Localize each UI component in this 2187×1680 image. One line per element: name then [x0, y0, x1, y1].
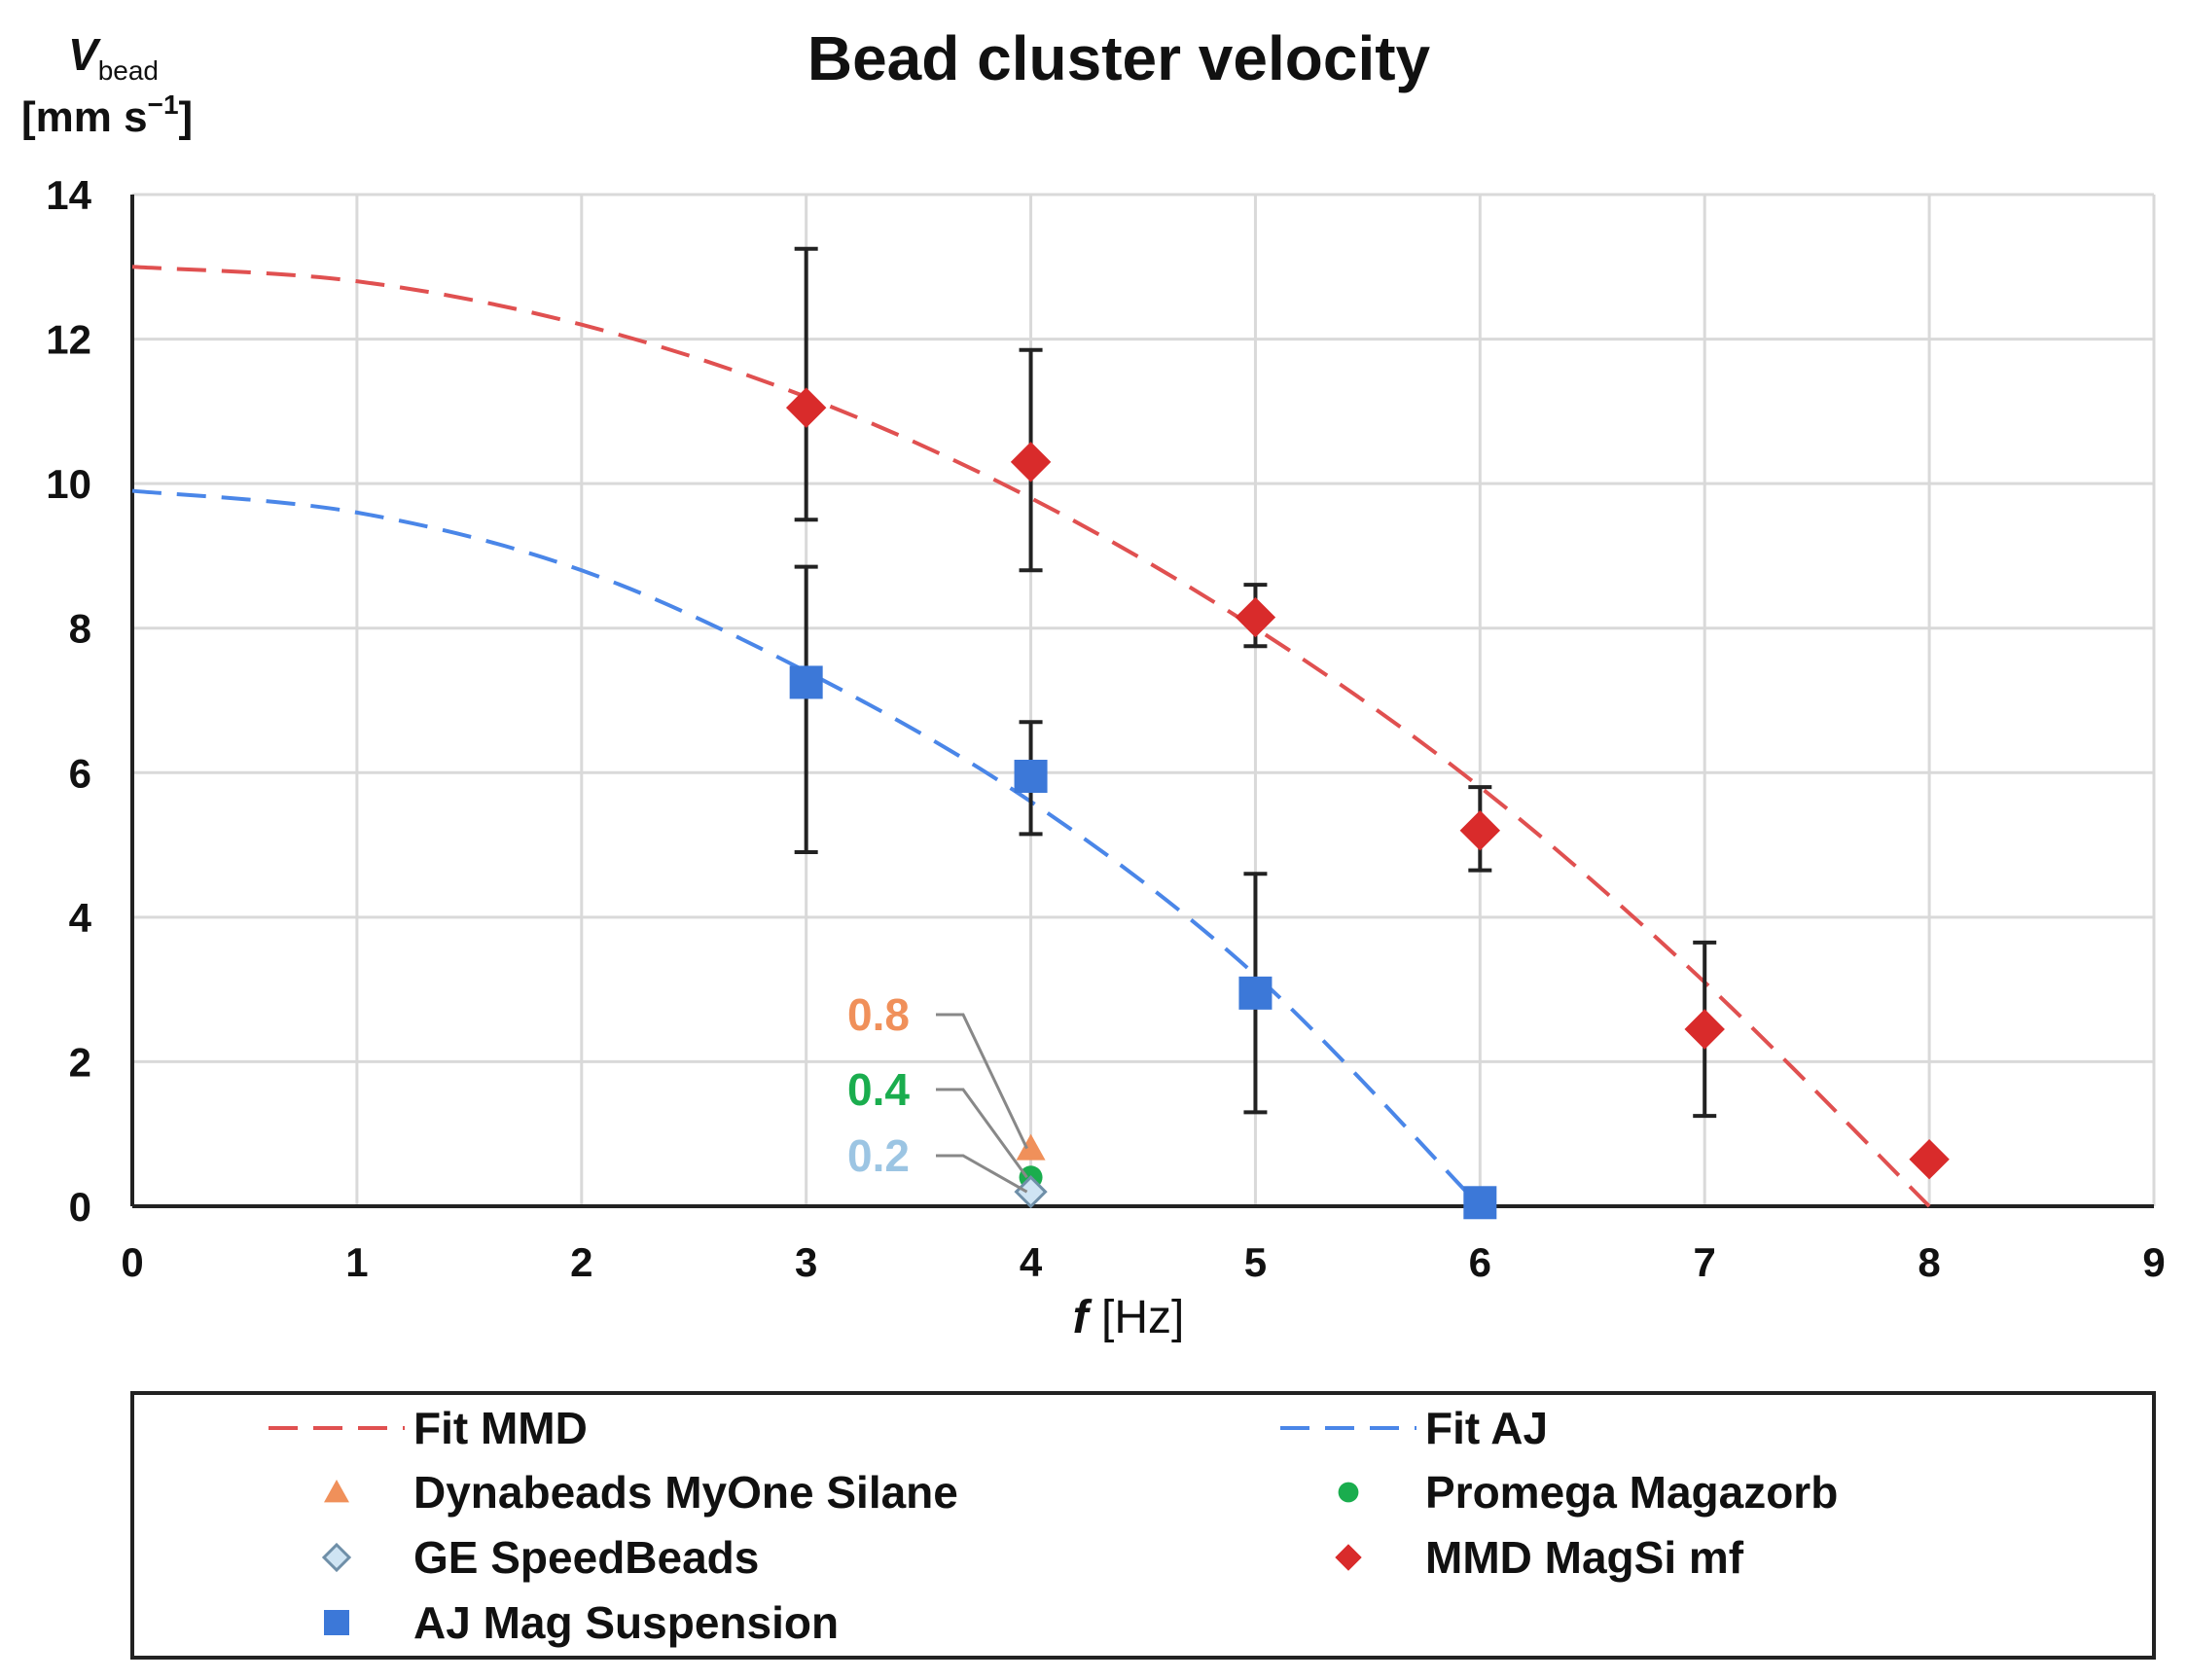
y-axis-subscript: bead [98, 55, 159, 86]
point-aj-mag-suspension [789, 665, 823, 699]
y-tick-labels: 0 2 4 6 8 10 12 14 [46, 172, 91, 1230]
data-points [785, 387, 1950, 1220]
x-tick-label: 0 [121, 1239, 143, 1285]
legend-label-aj-mag-suspension: AJ Mag Suspension [413, 1597, 839, 1648]
x-tick-label: 9 [2142, 1239, 2165, 1285]
legend-label-dynabeads-myone-silane: Dynabeads MyOne Silane [413, 1467, 958, 1518]
y-axis-unit: [mm s [21, 93, 148, 141]
point-aj-mag-suspension [1238, 976, 1273, 1010]
annotation-leader [936, 1154, 1028, 1194]
y-axis-label: Vbead [mm s−1] [21, 29, 193, 141]
x-tick-label: 4 [1020, 1239, 1043, 1285]
svg-text:[mm s−1]: [mm s−1] [21, 89, 193, 141]
y-axis-symbol: V [68, 29, 101, 80]
legend: Fit MMD Fit AJ Dynabeads MyOne Silane Prome… [130, 1391, 2156, 1660]
y-tick-label: 12 [46, 317, 91, 363]
y-tick-label: 6 [69, 750, 91, 796]
annotation-leader [936, 1088, 1028, 1179]
x-tick-label: 2 [570, 1239, 592, 1285]
annotation-leader [936, 1013, 1028, 1150]
chart-title: Bead cluster velocity [807, 23, 1431, 93]
x-axis-label: f [Hz] [1073, 1292, 1185, 1343]
legend-box [130, 1391, 2156, 1660]
y-axis-unit-close: ] [179, 93, 194, 141]
point-mmd-magsi-mf [1684, 1009, 1725, 1050]
x-tick-labels: 0 1 2 3 4 5 6 7 8 9 [121, 1239, 2165, 1285]
legend-label-promega-magazorb: Promega Magazorb [1425, 1467, 1838, 1518]
y-tick-label: 8 [69, 606, 91, 652]
point-mmd-magsi-mf [1459, 810, 1501, 851]
annotation-label: 0.2 [847, 1130, 910, 1181]
y-tick-label: 0 [69, 1184, 91, 1230]
y-tick-label: 10 [46, 461, 91, 507]
x-tick-label: 6 [1469, 1239, 1491, 1285]
point-aj-mag-suspension [1014, 760, 1048, 793]
point-mmd-magsi-mf [1909, 1139, 1950, 1180]
fit-curve-fit-mmd [131, 265, 1931, 1208]
x-tick-label: 1 [345, 1239, 368, 1285]
y-tick-label: 4 [69, 895, 92, 941]
annotation-label: 0.8 [847, 989, 910, 1040]
x-axis-symbol: f [1073, 1292, 1093, 1343]
legend-swatch-ge-speedbeads [321, 1542, 352, 1573]
point-dynabeads-myone-silane [1016, 1133, 1046, 1161]
legend-label-fit-aj: Fit AJ [1425, 1403, 1548, 1453]
y-tick-label: 14 [46, 172, 91, 218]
axes [130, 195, 2154, 1208]
x-axis-unit: [Hz] [1089, 1292, 1185, 1343]
legend-swatch-mmd-magsi-mf [1335, 1544, 1362, 1571]
svg-text:Vbead: Vbead [68, 29, 159, 86]
legend-swatch-promega-magazorb [1338, 1482, 1359, 1503]
legend-label-mmd-magsi-mf: MMD MagSi mf [1425, 1532, 1744, 1583]
x-tick-label: 5 [1244, 1239, 1267, 1285]
annotation-label: 0.4 [847, 1064, 910, 1115]
point-aj-mag-suspension [1463, 1186, 1497, 1220]
y-tick-label: 2 [69, 1039, 91, 1085]
x-tick-label: 7 [1694, 1239, 1716, 1285]
grid [132, 193, 2156, 1206]
y-axis-unit-exponent: −1 [148, 89, 179, 120]
x-tick-label: 3 [795, 1239, 817, 1285]
legend-label-fit-mmd: Fit MMD [413, 1403, 588, 1453]
point-mmd-magsi-mf [1235, 596, 1276, 638]
legend-swatch-aj-mag-suspension [324, 1610, 349, 1635]
x-tick-label: 8 [1918, 1239, 1940, 1285]
point-mmd-magsi-mf [785, 387, 827, 428]
legend-swatch-dynabeads-myone-silane [324, 1480, 349, 1503]
point-mmd-magsi-mf [1010, 442, 1052, 483]
legend-label-ge-speedbeads: GE SpeedBeads [413, 1532, 759, 1583]
value-annotations: 0.8 0.4 0.2 [847, 989, 1028, 1194]
